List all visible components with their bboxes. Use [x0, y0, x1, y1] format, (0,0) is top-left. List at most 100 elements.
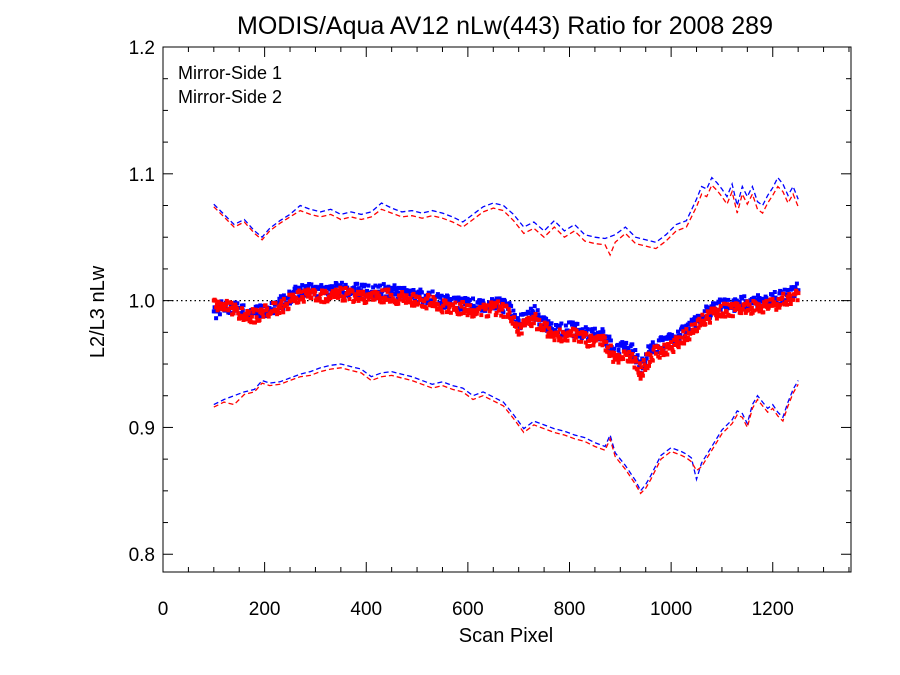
- x-tick-label: 400: [350, 599, 382, 620]
- mirror-side-2-point: [634, 359, 639, 364]
- mirror-side-2-point: [474, 311, 479, 316]
- mirror-side-2-point: [544, 324, 549, 329]
- mirror-side-2-point: [684, 327, 689, 332]
- mirror-side-2-point: [777, 305, 782, 310]
- mirror-side-2-point: [380, 288, 385, 293]
- mirror-side-2-point: [713, 307, 718, 312]
- mirror-side-2-point: [500, 302, 505, 306]
- mirror-side-2-point: [717, 312, 722, 317]
- mirror-side-2-point: [685, 338, 690, 343]
- mirror-side-1-point: [366, 283, 371, 288]
- mirror-side-2-point: [411, 291, 416, 296]
- mirror-side-1-point: [756, 293, 760, 298]
- x-axis-label: Scan Pixel: [459, 625, 554, 647]
- mirror-side-2-point: [627, 350, 632, 354]
- mirror-side-2-point: [506, 307, 511, 312]
- mirror-side-2-point: [604, 340, 609, 345]
- mirror-side-1-point: [381, 282, 386, 287]
- mirror-side-1-point: [379, 292, 384, 297]
- mirror-side-2-point: [301, 299, 306, 304]
- mirror-side-1-point: [589, 329, 594, 334]
- mirror-side-2-point: [483, 306, 488, 311]
- mirror-side-2-point: [451, 303, 456, 308]
- mirror-side-2-point: [216, 299, 221, 304]
- mirror-side-2-point: [233, 302, 238, 307]
- mirror-side-1-point: [788, 287, 793, 292]
- mirror-side-1-point: [257, 314, 262, 319]
- mirror-side-2-point: [243, 312, 248, 317]
- mirror-side-1-point: [396, 290, 401, 295]
- mirror-side-2-point: [359, 297, 364, 301]
- mirror-side-2-point: [707, 317, 712, 321]
- mirror-side-2-point: [683, 333, 688, 338]
- mirror-side-2-point: [490, 305, 495, 310]
- mirror-side-2-point: [360, 292, 365, 297]
- mirror-side-2-point: [778, 302, 783, 307]
- mirror-side-1-lower-line: [213, 363, 799, 492]
- mirror-side-1-point: [430, 289, 435, 294]
- mirror-side-2-point: [672, 338, 677, 342]
- mirror-side-2-point: [754, 301, 759, 306]
- mirror-side-2-point: [429, 301, 434, 305]
- mirror-side-2-point: [334, 290, 339, 295]
- mirror-side-2-point: [583, 340, 588, 345]
- mirror-side-2-point: [410, 303, 414, 308]
- mirror-side-2-point: [621, 357, 626, 361]
- mirror-side-2-point: [438, 306, 443, 311]
- mirror-side-2-point: [397, 297, 402, 302]
- mirror-side-2-point: [596, 336, 600, 341]
- mirror-side-2-point: [296, 300, 301, 305]
- mirror-side-2-point: [653, 351, 658, 356]
- mirror-side-1-point: [503, 299, 507, 304]
- mirror-side-2-point: [365, 294, 369, 299]
- mirror-side-1-point: [411, 288, 416, 292]
- mirror-side-1-point: [549, 321, 554, 326]
- mirror-side-2-point: [573, 335, 578, 340]
- mirror-side-1-point: [590, 327, 595, 332]
- mirror-side-2-point: [222, 305, 227, 310]
- mirror-side-1-point: [689, 317, 694, 322]
- mirror-side-1-point: [633, 348, 638, 352]
- mirror-side-1-point: [721, 304, 726, 309]
- mirror-side-1-point: [414, 290, 419, 295]
- mirror-side-2-point: [318, 292, 323, 297]
- mirror-side-2-point: [482, 302, 487, 307]
- mirror-side-2-point: [214, 302, 219, 307]
- mirror-side-1-point: [621, 342, 626, 347]
- mirror-side-1-point: [302, 293, 307, 298]
- mirror-side-2-point: [551, 331, 555, 336]
- mirror-side-2-point: [358, 290, 363, 294]
- mirror-side-2-point: [640, 373, 645, 378]
- mirror-side-2-point: [711, 311, 716, 316]
- mirror-side-2-point: [788, 293, 792, 298]
- mirror-side-1-point: [297, 294, 302, 299]
- mirror-side-2-point: [260, 311, 265, 316]
- mirror-side-1-point: [239, 311, 244, 316]
- mirror-side-2-point: [232, 307, 237, 312]
- mirror-side-1-point: [796, 288, 801, 293]
- mirror-side-1-point: [722, 297, 727, 302]
- mirror-side-2-point: [676, 345, 681, 350]
- mirror-side-2-point: [780, 295, 785, 300]
- mirror-side-2-point: [347, 297, 352, 301]
- mirror-side-2-point: [745, 299, 750, 304]
- mirror-side-2-point: [303, 288, 308, 293]
- mirror-side-1-point: [334, 281, 339, 286]
- mirror-side-1-point: [291, 290, 296, 294]
- mirror-side-2-point: [703, 322, 708, 327]
- mirror-side-2-point: [784, 299, 789, 304]
- mirror-side-2-point: [717, 307, 722, 312]
- mirror-side-2-point: [516, 332, 521, 337]
- mirror-side-2-point: [431, 294, 436, 299]
- mirror-side-2-point: [616, 360, 621, 365]
- mirror-side-1-point: [573, 324, 578, 329]
- mirror-side-2-point: [305, 294, 310, 299]
- mirror-side-2-point: [229, 300, 234, 305]
- mirror-side-2-point: [395, 299, 400, 304]
- mirror-side-2-point: [750, 310, 755, 315]
- mirror-side-2-point: [638, 376, 643, 381]
- mirror-side-1-point: [445, 294, 450, 299]
- mirror-side-2-point: [241, 318, 246, 322]
- mirror-side-2-point: [265, 306, 270, 311]
- mirror-side-2-point: [570, 326, 575, 331]
